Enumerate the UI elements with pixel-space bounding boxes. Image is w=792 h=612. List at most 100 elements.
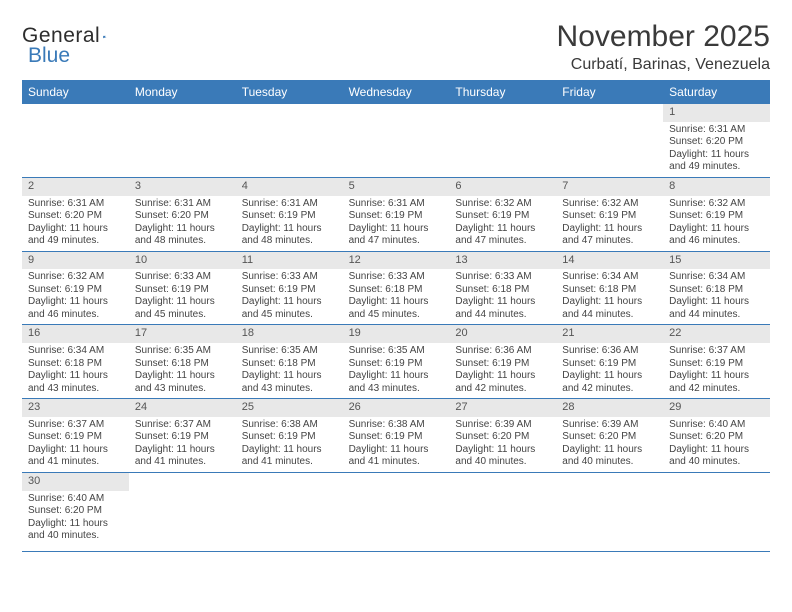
sunrise-line: Sunrise: 6:32 AM bbox=[669, 198, 764, 211]
day-number: 27 bbox=[449, 399, 556, 417]
sunset-line: Sunset: 6:19 PM bbox=[669, 358, 764, 371]
sunset-line: Sunset: 6:19 PM bbox=[455, 210, 550, 223]
day-cell: 3Sunrise: 6:31 AMSunset: 6:20 PMDaylight… bbox=[129, 178, 236, 251]
empty-cell bbox=[556, 473, 663, 551]
sunset-line: Sunset: 6:20 PM bbox=[28, 210, 123, 223]
sunrise-line: Sunrise: 6:31 AM bbox=[28, 198, 123, 211]
sunset-line: Sunset: 6:20 PM bbox=[135, 210, 230, 223]
daylight-line-1: Daylight: 11 hours bbox=[349, 444, 444, 457]
sunrise-line: Sunrise: 6:31 AM bbox=[349, 198, 444, 211]
day-number: 13 bbox=[449, 252, 556, 270]
day-body: Sunrise: 6:38 AMSunset: 6:19 PMDaylight:… bbox=[236, 417, 343, 472]
empty-cell bbox=[663, 473, 770, 551]
day-cell: 23Sunrise: 6:37 AMSunset: 6:19 PMDayligh… bbox=[22, 399, 129, 472]
day-header: Monday bbox=[129, 81, 236, 104]
daylight-line-2: and 40 minutes. bbox=[28, 530, 123, 543]
sunrise-line: Sunrise: 6:35 AM bbox=[349, 345, 444, 358]
day-cell: 15Sunrise: 6:34 AMSunset: 6:18 PMDayligh… bbox=[663, 252, 770, 325]
daylight-line-2: and 43 minutes. bbox=[349, 383, 444, 396]
daylight-line-1: Daylight: 11 hours bbox=[135, 370, 230, 383]
week-row: 16Sunrise: 6:34 AMSunset: 6:18 PMDayligh… bbox=[22, 324, 770, 398]
sunrise-line: Sunrise: 6:34 AM bbox=[562, 271, 657, 284]
day-number: 22 bbox=[663, 325, 770, 343]
daylight-line-2: and 49 minutes. bbox=[28, 235, 123, 248]
day-cell: 29Sunrise: 6:40 AMSunset: 6:20 PMDayligh… bbox=[663, 399, 770, 472]
day-body: Sunrise: 6:34 AMSunset: 6:18 PMDaylight:… bbox=[556, 269, 663, 324]
day-cell: 30Sunrise: 6:40 AMSunset: 6:20 PMDayligh… bbox=[22, 473, 129, 551]
week-row: 1Sunrise: 6:31 AMSunset: 6:20 PMDaylight… bbox=[22, 104, 770, 177]
daylight-line-2: and 40 minutes. bbox=[562, 456, 657, 469]
sunset-line: Sunset: 6:19 PM bbox=[242, 210, 337, 223]
sunrise-line: Sunrise: 6:32 AM bbox=[455, 198, 550, 211]
day-cell: 11Sunrise: 6:33 AMSunset: 6:19 PMDayligh… bbox=[236, 252, 343, 325]
sunrise-line: Sunrise: 6:37 AM bbox=[135, 419, 230, 432]
daylight-line-2: and 45 minutes. bbox=[135, 309, 230, 322]
daylight-line-1: Daylight: 11 hours bbox=[28, 296, 123, 309]
day-body: Sunrise: 6:31 AMSunset: 6:19 PMDaylight:… bbox=[236, 196, 343, 251]
day-number: 19 bbox=[343, 325, 450, 343]
day-cell: 4Sunrise: 6:31 AMSunset: 6:19 PMDaylight… bbox=[236, 178, 343, 251]
daylight-line-1: Daylight: 11 hours bbox=[669, 370, 764, 383]
daylight-line-2: and 47 minutes. bbox=[562, 235, 657, 248]
sunset-line: Sunset: 6:19 PM bbox=[28, 284, 123, 297]
day-number: 5 bbox=[343, 178, 450, 196]
day-header: Thursday bbox=[449, 81, 556, 104]
empty-cell bbox=[343, 104, 450, 177]
day-cell: 12Sunrise: 6:33 AMSunset: 6:18 PMDayligh… bbox=[343, 252, 450, 325]
sunset-line: Sunset: 6:19 PM bbox=[28, 431, 123, 444]
daylight-line-1: Daylight: 11 hours bbox=[455, 370, 550, 383]
day-body: Sunrise: 6:39 AMSunset: 6:20 PMDaylight:… bbox=[449, 417, 556, 472]
daylight-line-1: Daylight: 11 hours bbox=[28, 223, 123, 236]
daylight-line-1: Daylight: 11 hours bbox=[242, 223, 337, 236]
daylight-line-1: Daylight: 11 hours bbox=[28, 370, 123, 383]
day-body: Sunrise: 6:37 AMSunset: 6:19 PMDaylight:… bbox=[22, 417, 129, 472]
day-cell: 16Sunrise: 6:34 AMSunset: 6:18 PMDayligh… bbox=[22, 325, 129, 398]
week-row: 9Sunrise: 6:32 AMSunset: 6:19 PMDaylight… bbox=[22, 251, 770, 325]
daylight-line-1: Daylight: 11 hours bbox=[242, 296, 337, 309]
day-body: Sunrise: 6:35 AMSunset: 6:19 PMDaylight:… bbox=[343, 343, 450, 398]
day-number: 9 bbox=[22, 252, 129, 270]
day-number: 17 bbox=[129, 325, 236, 343]
week-row: 23Sunrise: 6:37 AMSunset: 6:19 PMDayligh… bbox=[22, 398, 770, 472]
daylight-line-1: Daylight: 11 hours bbox=[562, 444, 657, 457]
sunset-line: Sunset: 6:20 PM bbox=[669, 136, 764, 149]
daylight-line-1: Daylight: 11 hours bbox=[242, 370, 337, 383]
empty-cell bbox=[22, 104, 129, 177]
empty-cell bbox=[236, 473, 343, 551]
week-row: 2Sunrise: 6:31 AMSunset: 6:20 PMDaylight… bbox=[22, 177, 770, 251]
sunset-line: Sunset: 6:19 PM bbox=[135, 284, 230, 297]
day-body: Sunrise: 6:31 AMSunset: 6:20 PMDaylight:… bbox=[663, 122, 770, 177]
sunset-line: Sunset: 6:19 PM bbox=[242, 284, 337, 297]
daylight-line-1: Daylight: 11 hours bbox=[669, 149, 764, 162]
daylight-line-1: Daylight: 11 hours bbox=[28, 444, 123, 457]
day-body: Sunrise: 6:33 AMSunset: 6:18 PMDaylight:… bbox=[343, 269, 450, 324]
daylight-line-2: and 47 minutes. bbox=[349, 235, 444, 248]
day-body: Sunrise: 6:32 AMSunset: 6:19 PMDaylight:… bbox=[22, 269, 129, 324]
daylight-line-1: Daylight: 11 hours bbox=[669, 296, 764, 309]
day-number: 24 bbox=[129, 399, 236, 417]
sunrise-line: Sunrise: 6:33 AM bbox=[242, 271, 337, 284]
day-number: 26 bbox=[343, 399, 450, 417]
day-body: Sunrise: 6:33 AMSunset: 6:18 PMDaylight:… bbox=[449, 269, 556, 324]
sunset-line: Sunset: 6:20 PM bbox=[28, 505, 123, 518]
day-number: 8 bbox=[663, 178, 770, 196]
day-body: Sunrise: 6:35 AMSunset: 6:18 PMDaylight:… bbox=[236, 343, 343, 398]
day-body: Sunrise: 6:39 AMSunset: 6:20 PMDaylight:… bbox=[556, 417, 663, 472]
sunrise-line: Sunrise: 6:37 AM bbox=[28, 419, 123, 432]
day-body: Sunrise: 6:32 AMSunset: 6:19 PMDaylight:… bbox=[663, 196, 770, 251]
day-body: Sunrise: 6:32 AMSunset: 6:19 PMDaylight:… bbox=[449, 196, 556, 251]
daylight-line-2: and 41 minutes. bbox=[28, 456, 123, 469]
day-number: 14 bbox=[556, 252, 663, 270]
daylight-line-2: and 41 minutes. bbox=[135, 456, 230, 469]
day-number: 1 bbox=[663, 104, 770, 122]
daylight-line-1: Daylight: 11 hours bbox=[349, 370, 444, 383]
daylight-line-1: Daylight: 11 hours bbox=[562, 296, 657, 309]
sunrise-line: Sunrise: 6:31 AM bbox=[242, 198, 337, 211]
day-body: Sunrise: 6:36 AMSunset: 6:19 PMDaylight:… bbox=[449, 343, 556, 398]
sunrise-line: Sunrise: 6:38 AM bbox=[242, 419, 337, 432]
day-number: 7 bbox=[556, 178, 663, 196]
sunrise-line: Sunrise: 6:39 AM bbox=[562, 419, 657, 432]
empty-cell bbox=[129, 473, 236, 551]
sunrise-line: Sunrise: 6:31 AM bbox=[135, 198, 230, 211]
daylight-line-1: Daylight: 11 hours bbox=[455, 444, 550, 457]
